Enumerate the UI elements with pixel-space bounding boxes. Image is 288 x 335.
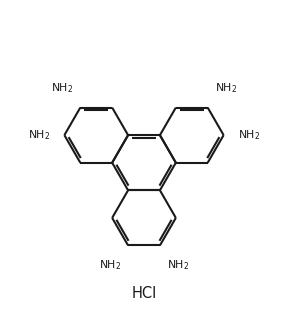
Text: NH$_2$: NH$_2$: [167, 258, 189, 272]
Text: NH$_2$: NH$_2$: [99, 258, 121, 272]
Text: NH$_2$: NH$_2$: [215, 81, 237, 95]
Text: NH$_2$: NH$_2$: [51, 81, 73, 95]
Text: NH$_2$: NH$_2$: [238, 128, 260, 142]
Text: NH$_2$: NH$_2$: [28, 128, 50, 142]
Text: HCl: HCl: [131, 286, 157, 301]
